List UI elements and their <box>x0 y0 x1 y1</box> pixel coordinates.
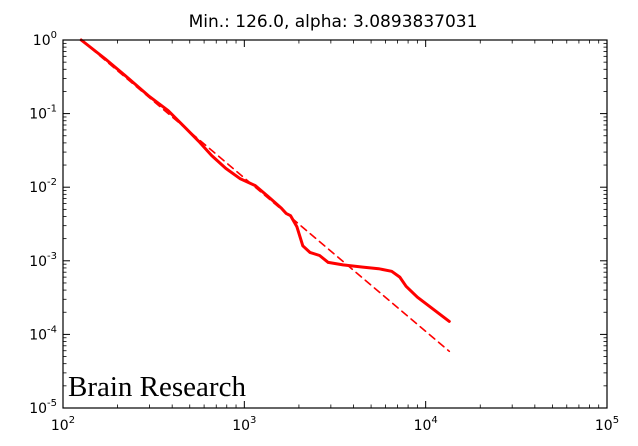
y-tick-label: 10-2 <box>29 177 57 196</box>
x-tick-label: 105 <box>595 415 619 434</box>
x-tick-label: 103 <box>232 415 256 434</box>
y-tick-label: 10-1 <box>29 104 57 123</box>
plot-frame <box>62 39 608 409</box>
brain-research-annotation: Brain Research <box>68 371 246 403</box>
data-line-solid <box>79 38 451 323</box>
chart-title: Min.: 126.0, alpha: 3.0893837031 <box>189 12 478 32</box>
y-tick-label: 10-3 <box>29 251 57 270</box>
axis-ticks: 102 103 104 105 100 10-1 10-2 10-3 10-4 10-5 <box>29 30 619 434</box>
y-tick-label: 10-5 <box>29 398 57 417</box>
x-tick-label: 102 <box>51 415 75 434</box>
fit-line-dashed <box>80 39 451 353</box>
y-tick-label: 100 <box>33 30 57 49</box>
plot-lines <box>79 38 451 353</box>
x-tick-label: 104 <box>414 415 438 434</box>
y-tick-label: 10-4 <box>29 324 57 343</box>
